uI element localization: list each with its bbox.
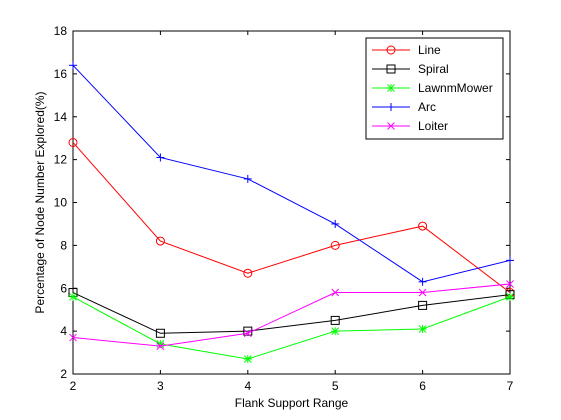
data-point-spiral <box>330 315 340 325</box>
legend-marker <box>387 84 395 92</box>
legend-item-lawnmmower: LawnmMower <box>372 81 493 95</box>
y-tick-label: 12 <box>54 153 68 167</box>
legend-marker <box>387 103 395 111</box>
series-line-arc <box>72 64 511 283</box>
x-tick-label: 5 <box>332 379 339 393</box>
legend-label: LawnmMower <box>418 81 493 95</box>
data-point-loiter <box>243 329 252 338</box>
data-point-arc <box>69 61 77 70</box>
data-point-arc <box>418 277 427 286</box>
data-point-spiral <box>418 300 428 310</box>
legend-marker <box>386 45 396 55</box>
data-point-loiter <box>418 288 427 297</box>
y-tick-label: 4 <box>60 324 67 338</box>
legend-item-loiter: Loiter <box>372 119 448 133</box>
data-point-lawnmmower <box>69 292 77 301</box>
x-tick-label: 3 <box>157 379 164 393</box>
series-layer <box>68 61 515 363</box>
legend-marker <box>386 64 396 74</box>
series-line-loiter <box>72 283 511 347</box>
legend-label: Loiter <box>418 119 448 133</box>
y-tick-label: 14 <box>54 110 68 124</box>
data-point-loiter <box>156 342 165 350</box>
data-point-line <box>330 240 340 250</box>
legend: Line Spiral LawnmMower Arc Loiter <box>365 37 504 140</box>
legend-marker <box>387 122 395 130</box>
data-point-line <box>418 221 428 231</box>
data-point-arc <box>506 256 514 265</box>
data-point-loiter <box>506 280 514 288</box>
x-tick-label: 4 <box>244 379 251 393</box>
series-line-lawnmmower <box>72 296 511 360</box>
x-axis-label: Flank Support Range <box>235 396 349 410</box>
legend-item-arc: Arc <box>372 100 436 114</box>
data-point-lawnmmower <box>418 324 427 333</box>
legend-item-line: Line <box>372 43 441 57</box>
legend-item-spiral: Spiral <box>372 62 449 76</box>
series-line-line <box>72 142 511 293</box>
data-point-loiter <box>331 288 340 297</box>
data-point-loiter <box>69 333 77 342</box>
data-point-arc <box>331 219 340 228</box>
legend-label: Spiral <box>418 62 449 76</box>
y-axis: 2 4 6 8 10 12 14 16 18 <box>54 24 510 381</box>
y-tick-label: 2 <box>60 367 67 381</box>
x-tick-label: 2 <box>70 379 77 393</box>
legend-label: Arc <box>418 100 436 114</box>
data-point-lawnmmower <box>243 354 252 363</box>
y-tick-label: 10 <box>54 196 68 210</box>
data-point-line <box>155 236 165 246</box>
x-axis: 2 3 4 5 6 7 <box>70 31 514 393</box>
y-tick-label: 8 <box>60 238 67 252</box>
x-tick-label: 7 <box>507 379 514 393</box>
data-point-lawnmmower <box>331 327 340 336</box>
series-line-spiral <box>72 292 511 334</box>
legend-label: Line <box>418 43 441 57</box>
data-point-arc <box>156 153 165 162</box>
data-point-arc <box>243 174 252 183</box>
data-point-lawnmmower <box>506 292 514 301</box>
data-point-line <box>243 268 253 278</box>
data-point-line <box>68 137 78 147</box>
y-tick-label: 18 <box>54 24 68 38</box>
y-tick-label: 16 <box>54 67 68 81</box>
y-tick-label: 6 <box>60 281 67 295</box>
x-tick-label: 6 <box>419 379 426 393</box>
data-point-spiral <box>155 328 165 338</box>
y-axis-label: Percentage of Node Number Explored(%) <box>33 91 47 313</box>
